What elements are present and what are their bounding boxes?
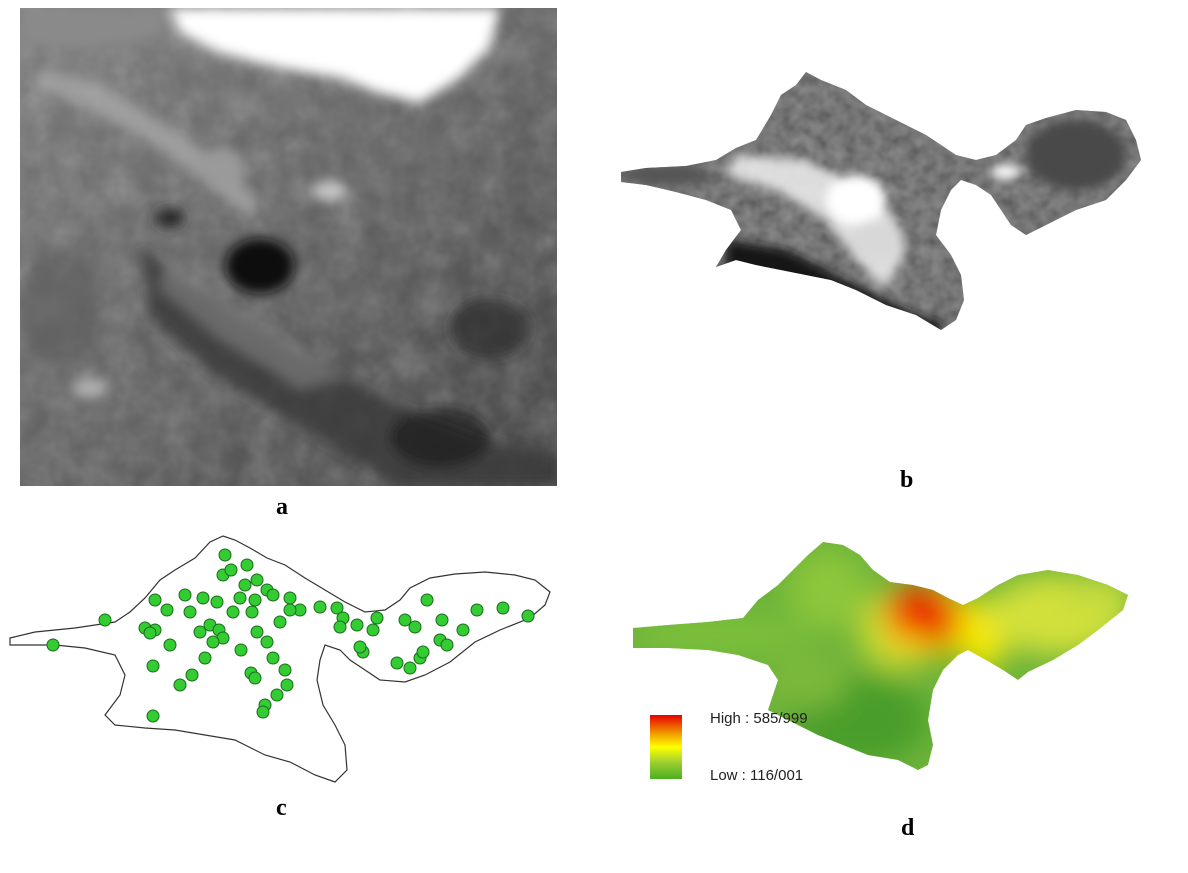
station-point	[330, 601, 344, 615]
station-points-map	[9, 535, 551, 783]
clipped-raster-map	[621, 72, 1141, 330]
station-point	[193, 625, 207, 639]
station-point	[256, 705, 270, 719]
station-point	[416, 645, 430, 659]
station-point	[278, 663, 292, 677]
station-point	[240, 558, 254, 572]
station-point	[218, 548, 232, 562]
station-point	[250, 625, 264, 639]
station-point	[440, 638, 454, 652]
station-point	[98, 613, 112, 627]
panel-d-label: d	[901, 815, 915, 841]
panel-c-station-map	[5, 530, 565, 790]
station-point	[366, 623, 380, 637]
legend-high-label: High : 585/999	[710, 710, 808, 727]
station-point	[280, 678, 294, 692]
legend-color-ramp	[650, 715, 682, 779]
station-point	[198, 651, 212, 665]
panel-b-label: b	[900, 467, 914, 493]
panel-a-label: a	[276, 494, 288, 520]
station-point	[46, 638, 60, 652]
station-point	[234, 643, 248, 657]
panel-c-label: c	[276, 795, 287, 821]
satellite-raster	[20, 8, 557, 486]
station-point	[266, 588, 280, 602]
station-point	[224, 563, 238, 577]
panel-d-interpolation-map: High : 585/999 Low : 116/001	[628, 530, 1143, 810]
station-point	[245, 605, 259, 619]
station-point	[238, 578, 252, 592]
station-point	[403, 661, 417, 675]
station-point	[283, 603, 297, 617]
station-point	[206, 635, 220, 649]
station-point	[456, 623, 470, 637]
station-point	[146, 709, 160, 723]
station-point	[435, 613, 449, 627]
station-point	[398, 613, 412, 627]
station-point	[408, 620, 422, 634]
legend-low-label: Low : 116/001	[710, 767, 803, 784]
station-point	[470, 603, 484, 617]
station-point	[248, 671, 262, 685]
station-point	[496, 601, 510, 615]
station-point	[333, 620, 347, 634]
station-point	[163, 638, 177, 652]
station-points	[46, 548, 535, 723]
station-point	[183, 605, 197, 619]
station-point	[273, 615, 287, 629]
city-boundary-outline	[9, 535, 551, 783]
station-point	[143, 626, 157, 640]
station-point	[146, 659, 160, 673]
station-point	[350, 618, 364, 632]
station-point	[248, 593, 262, 607]
station-point	[196, 591, 210, 605]
panel-a-satellite-image	[20, 8, 557, 486]
station-point	[390, 656, 404, 670]
station-point	[185, 668, 199, 682]
station-point	[353, 640, 367, 654]
station-point	[270, 688, 284, 702]
station-point	[370, 611, 384, 625]
station-point	[160, 603, 174, 617]
station-point	[266, 651, 280, 665]
station-point	[283, 591, 297, 605]
station-point	[521, 609, 535, 623]
station-point	[226, 605, 240, 619]
station-point	[233, 591, 247, 605]
station-point	[178, 588, 192, 602]
station-point	[313, 600, 327, 614]
station-point	[420, 593, 434, 607]
station-point	[250, 573, 264, 587]
station-point	[173, 678, 187, 692]
interpolated-surface-map: High : 585/999 Low : 116/001	[633, 542, 1128, 784]
station-point	[148, 593, 162, 607]
station-point	[260, 635, 274, 649]
station-point	[210, 595, 224, 609]
panel-b-clipped-raster	[606, 60, 1188, 340]
